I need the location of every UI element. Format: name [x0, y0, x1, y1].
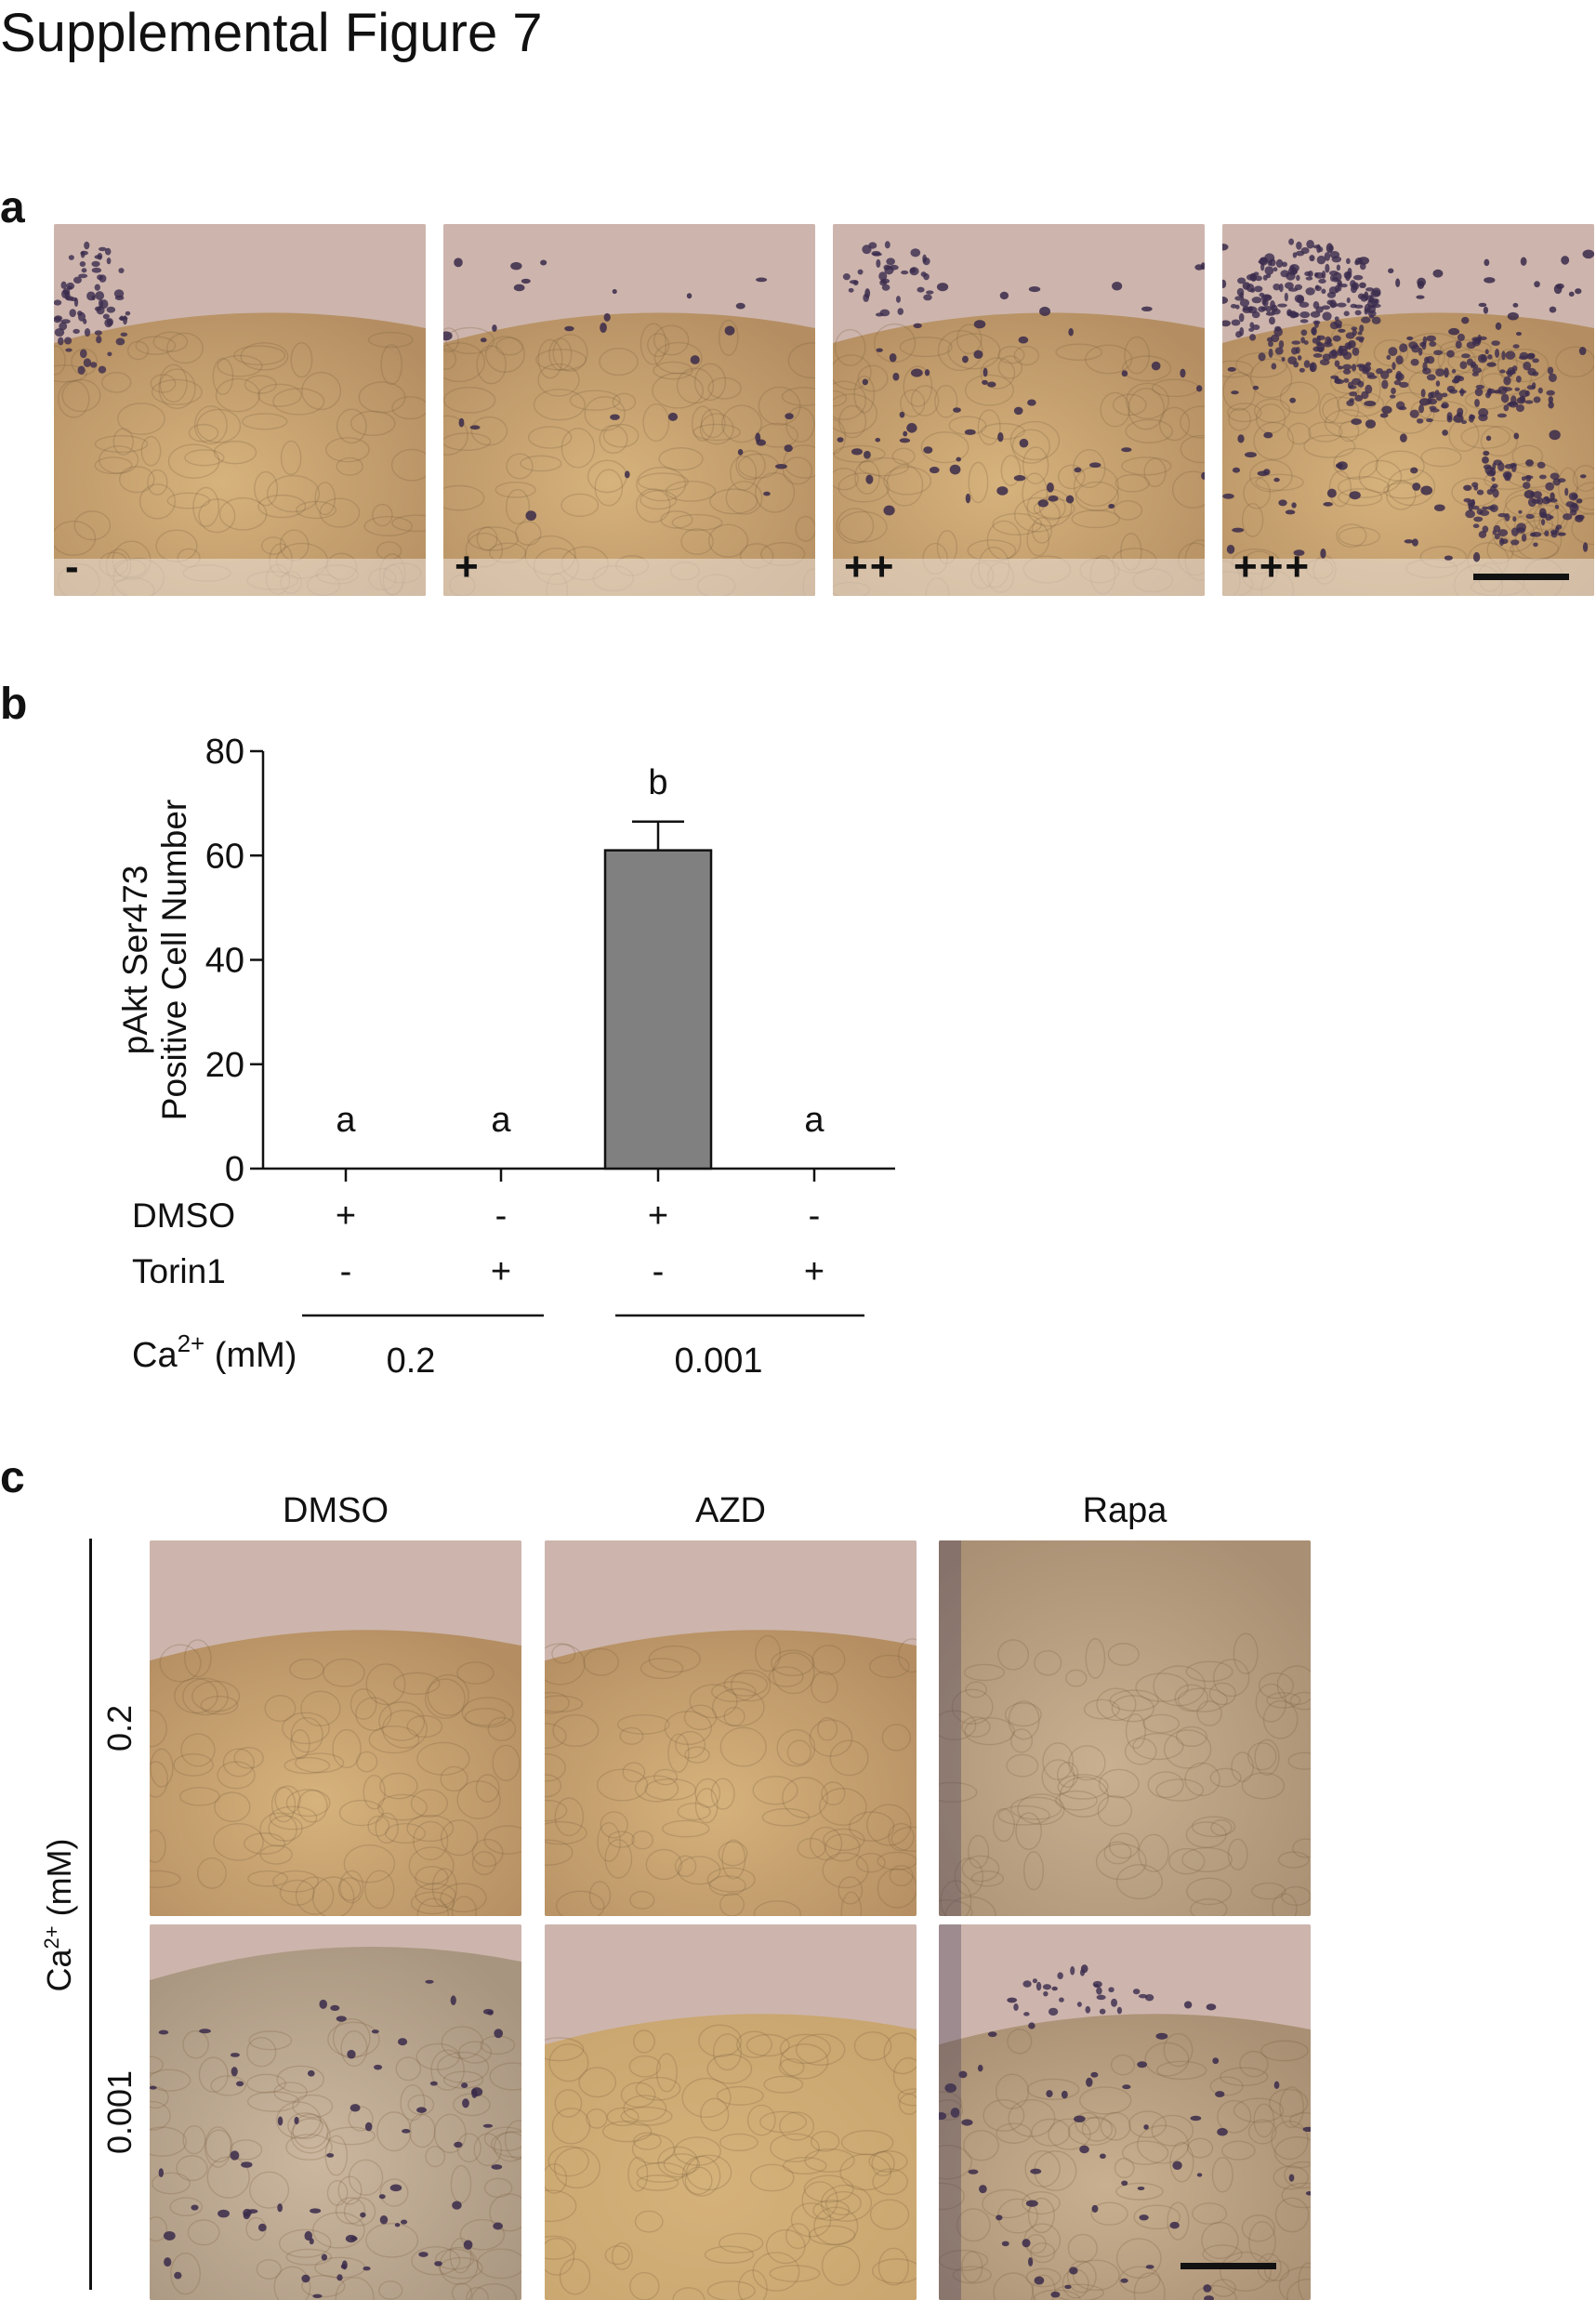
y-tick-label: 0 — [225, 1150, 244, 1189]
treatment-sign: + — [804, 1252, 824, 1291]
ca-group-value: 0.2 — [387, 1342, 436, 1376]
panel-c-column-header: DMSO — [283, 1491, 389, 1530]
treatment-sign: - — [809, 1196, 821, 1236]
panel-c-column-header: Rapa — [1082, 1491, 1167, 1530]
bar-chart: 0 20 40 60 80 pAkt Ser473Positive Cell Number… — [116, 733, 895, 1376]
panel-a-score-label: + — [455, 544, 481, 589]
y-tick-label: 20 — [205, 1046, 244, 1085]
panel-a-image-4: +++ — [1222, 224, 1594, 596]
panel-letter-c: c — [0, 1453, 25, 1502]
significance-letter: a — [804, 1101, 824, 1140]
panel-letter-b: b — [0, 680, 28, 729]
panel-c-row-axis-line — [89, 1539, 92, 2290]
panel-a-image-3: ++ — [833, 224, 1205, 596]
y-tick-label: 80 — [205, 733, 244, 772]
treatment-sign: - — [340, 1252, 352, 1291]
panel-c-row-label: 0.2 — [100, 1704, 138, 1752]
panel-c-column-header: AZD — [695, 1491, 766, 1530]
panel-a-image-2: + — [443, 224, 815, 596]
page-title: Supplemental Figure 7 — [0, 3, 543, 63]
treatment-row-label: DMSO — [132, 1196, 235, 1235]
panel-a-score-label: ++ — [844, 544, 896, 589]
panel-a-image-1: - — [54, 224, 426, 596]
treatment-sign: - — [495, 1196, 508, 1236]
panel-c-row-label: 0.001 — [100, 2069, 138, 2155]
significance-letter: a — [336, 1101, 356, 1140]
y-tick-label: 40 — [205, 942, 244, 981]
y-tick-label: 60 — [205, 837, 244, 876]
panel-letter-a: a — [0, 183, 25, 232]
bar — [603, 849, 713, 1170]
significance-letter: b — [648, 763, 667, 802]
significance-letter: a — [491, 1101, 511, 1140]
panel-c-image-r2-c1 — [150, 1924, 521, 2300]
panel-c-image-r1-c2 — [545, 1540, 917, 1916]
treatment-sign: - — [653, 1252, 665, 1291]
panel-c-scale-bar — [1181, 2263, 1276, 2269]
treatment-row-label: Torin1 — [132, 1252, 226, 1290]
y-axis-label: pAkt Ser473Positive Cell Number — [116, 800, 193, 1120]
panel-c-row-axis-label: Ca2+ (mM) — [40, 1838, 78, 1992]
panel-a-score-label: - — [65, 544, 81, 589]
ca-label: Ca2+ (mM) — [132, 1329, 297, 1375]
panel-a-scale-bar — [1473, 574, 1569, 580]
treatment-sign: + — [491, 1252, 511, 1291]
panel-c-image-r2-c2 — [545, 1924, 917, 2300]
treatment-sign: + — [336, 1196, 356, 1236]
treatment-sign: + — [648, 1196, 668, 1236]
panel-c-image-r2-c3 — [939, 1924, 1311, 2300]
panel-c-image-r1-c3 — [939, 1540, 1311, 1916]
panel-c-image-r1-c1 — [150, 1540, 521, 1916]
panel-a-score-label: +++ — [1233, 544, 1312, 589]
ca-group-value: 0.001 — [674, 1342, 762, 1376]
